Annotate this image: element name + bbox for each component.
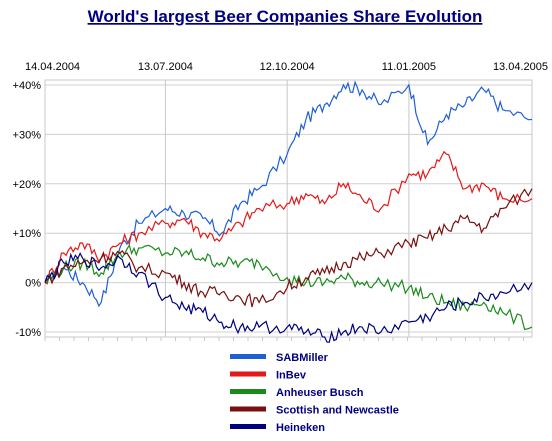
y-tick-labels: +40% +30% +20% +10% 0% -10% [13,80,42,339]
legend-label: Anheuser Busch [276,387,364,399]
y-tick-label: +30% [13,129,42,141]
legend-swatch [230,389,266,394]
x-tick-labels: 14.04.2004 13.07.2004 12.10.2004 11.01.2005… [25,61,548,73]
y-tick-label: +40% [13,80,42,92]
y-tick-label: +10% [13,228,42,240]
x-tick-label: 13.07.2004 [138,61,193,73]
series-line-inbev [44,150,533,285]
x-tick-label: 11.01.2005 [382,61,436,73]
legend-swatch [230,424,266,429]
x-tick-label: 13.04.2005 [493,61,548,73]
series-line-sabmiller [44,80,533,308]
legend-swatch [230,354,266,359]
legend-swatch [230,371,266,377]
series-line-anheuser-busch [45,243,533,331]
series-line-heineken [44,252,533,343]
x-tick-label: 12.10.2004 [260,61,315,73]
y-tick-label: -10% [15,327,41,339]
legend: SABMiller InBev Anheuser Busch Scottish and… [230,352,399,434]
legend-label: Scottish and Newcastle [276,405,399,417]
legend-label: SABMiller [276,352,329,364]
chart-title: World's largest Beer Companies Share Evo… [88,7,483,26]
x-tick-label: 14.04.2004 [25,61,80,73]
legend-label: Heineken [276,422,325,434]
y-tick-label: +20% [13,179,42,191]
series-line-scottish-and-newcastle [44,188,533,308]
series-lines [44,80,533,343]
y-tick-label: 0% [25,278,41,290]
legend-label: InBev [276,370,307,382]
chart-grid [44,79,533,341]
legend-swatch [230,406,266,412]
